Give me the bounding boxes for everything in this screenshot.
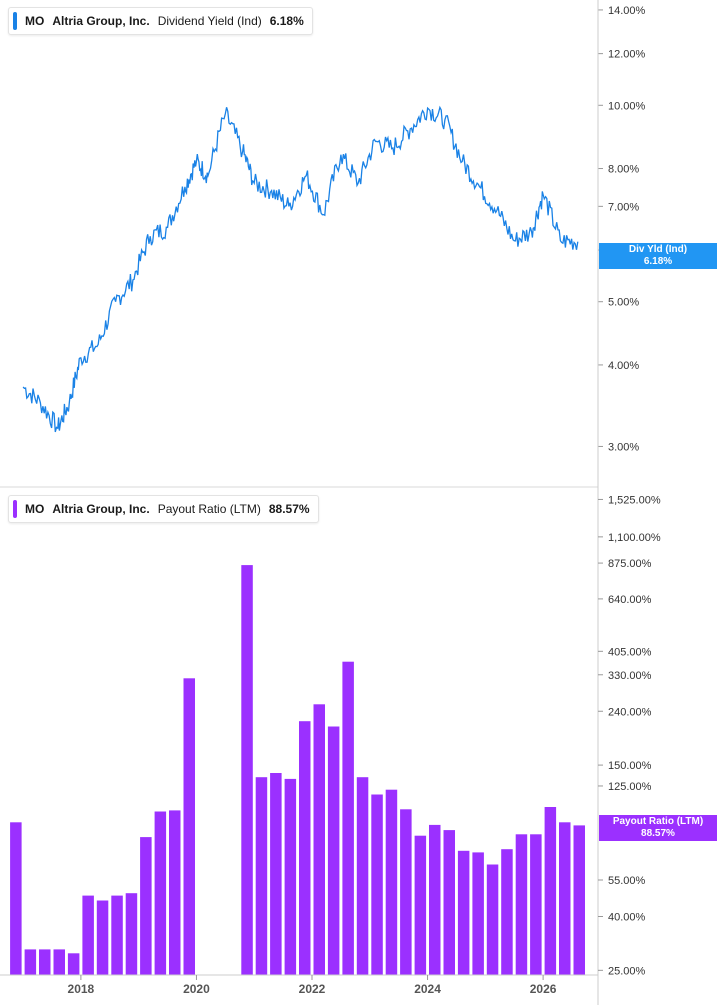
payout-bar	[241, 565, 253, 975]
payout-bar	[53, 949, 65, 975]
payout-bar	[284, 778, 297, 975]
payout-bar	[371, 794, 383, 975]
y-tick-label: 5.00%	[608, 297, 639, 309]
payout-bar	[400, 809, 412, 975]
x-tick-label: 2022	[299, 982, 326, 996]
payout-bar	[530, 834, 542, 975]
payout-bar	[10, 822, 22, 975]
dividend-yield-panel: 14.00%12.00%10.00%8.00%7.00%6.00%5.00%4.…	[22, 5, 646, 453]
y-tick-label: 640.00%	[608, 594, 652, 606]
payout-bar	[356, 777, 369, 975]
tag-label: Div Yld (Ind)	[628, 244, 688, 255]
y-tick-label: 405.00%	[608, 646, 652, 658]
y-tick-label: 125.00%	[608, 781, 652, 793]
dividend-yield-swatch	[13, 12, 17, 30]
y-tick-label: 1,525.00%	[608, 494, 661, 506]
payout-bar	[299, 721, 311, 975]
tag-value: 6.18%	[643, 256, 673, 267]
payout-ratio-legend[interactable]: MO Altria Group, Inc. Payout Ratio (LTM)…	[8, 495, 319, 523]
y-tick-label: 3.00%	[608, 441, 639, 453]
tag-value: 88.57%	[641, 828, 675, 839]
payout-bar	[82, 895, 94, 975]
payout-bar	[183, 678, 195, 975]
payout-bar	[429, 824, 441, 975]
x-tick-label: 2020	[183, 982, 210, 996]
y-tick-label: 25.00%	[608, 965, 646, 977]
payout-bar	[544, 807, 557, 975]
payout-bar	[169, 810, 181, 975]
payout-ratio-value-tag: Payout Ratio (LTM) 88.57%	[599, 815, 717, 841]
payout-bar	[443, 830, 455, 975]
payout-ratio-y-axis: 1,525.00% 1,100.00% 875.00% 640.00% 405.00% 3…	[598, 494, 661, 977]
payout-bar	[385, 789, 398, 975]
payout-bar	[111, 895, 123, 975]
payout-bar	[255, 777, 268, 975]
payout-ratio-swatch	[13, 500, 17, 518]
payout-bar	[515, 834, 528, 975]
y-tick-label: 240.00%	[608, 706, 652, 718]
payout-bar	[342, 661, 354, 975]
payout-bar	[24, 949, 37, 975]
legend-metric: Payout Ratio (LTM)	[157, 502, 261, 516]
payout-bar	[140, 837, 152, 975]
y-tick-label: 1,100.00%	[608, 532, 661, 544]
payout-bar	[313, 704, 325, 975]
dividend-yield-value-tag: Div Yld (Ind) 6.18%	[599, 243, 717, 269]
tag-label: Payout Ratio (LTM)	[612, 816, 704, 827]
x-tick-label: 2024	[414, 982, 441, 996]
dividend-yield-y-axis: 14.00%12.00%10.00%8.00%7.00%6.00%5.00%4.…	[598, 5, 646, 453]
y-tick-label: 330.00%	[608, 670, 652, 682]
payout-bar	[501, 849, 513, 975]
dividend-yield-legend[interactable]: MO Altria Group, Inc. Dividend Yield (In…	[8, 7, 313, 35]
payout-bar	[573, 825, 585, 975]
legend-company: Altria Group, Inc.	[52, 502, 150, 516]
x-tick-label: 2018	[68, 982, 95, 996]
y-tick-label: 40.00%	[608, 911, 646, 923]
payout-bar	[457, 850, 470, 975]
legend-company: Altria Group, Inc.	[52, 14, 150, 28]
payout-bar	[270, 773, 282, 975]
y-tick-label: 7.00%	[608, 201, 639, 213]
payout-bar	[125, 893, 138, 975]
legend-metric: Dividend Yield (Ind)	[157, 14, 262, 28]
y-tick-label: 150.00%	[608, 760, 652, 772]
payout-bar	[414, 835, 427, 975]
y-tick-label: 4.00%	[608, 360, 639, 372]
payout-bar	[39, 949, 51, 975]
y-tick-label: 55.00%	[608, 875, 646, 887]
dividend-yield-line	[22, 105, 579, 433]
payout-bar	[486, 864, 499, 975]
payout-ratio-panel: 1,525.00% 1,100.00% 875.00% 640.00% 405.00% 3…	[10, 494, 661, 977]
y-tick-label: 12.00%	[608, 49, 646, 61]
x-tick-label: 2026	[530, 982, 557, 996]
legend-ticker: MO	[25, 14, 45, 28]
x-axis: 2018 2020 2022 2024 2026	[68, 975, 557, 996]
legend-value: 6.18%	[269, 14, 304, 28]
y-tick-label: 875.00%	[608, 558, 652, 570]
payout-bar	[154, 811, 167, 975]
legend-ticker: MO	[25, 502, 45, 516]
payout-bar	[472, 852, 484, 975]
payout-bar	[96, 900, 109, 975]
y-tick-label: 10.00%	[608, 100, 646, 112]
y-tick-label: 14.00%	[608, 5, 646, 17]
payout-bar	[559, 822, 571, 975]
y-tick-label: 8.00%	[608, 164, 639, 176]
legend-value: 88.57%	[268, 502, 310, 516]
payout-bar	[67, 953, 80, 975]
payout-ratio-bars	[10, 565, 585, 975]
payout-bar	[327, 726, 340, 975]
